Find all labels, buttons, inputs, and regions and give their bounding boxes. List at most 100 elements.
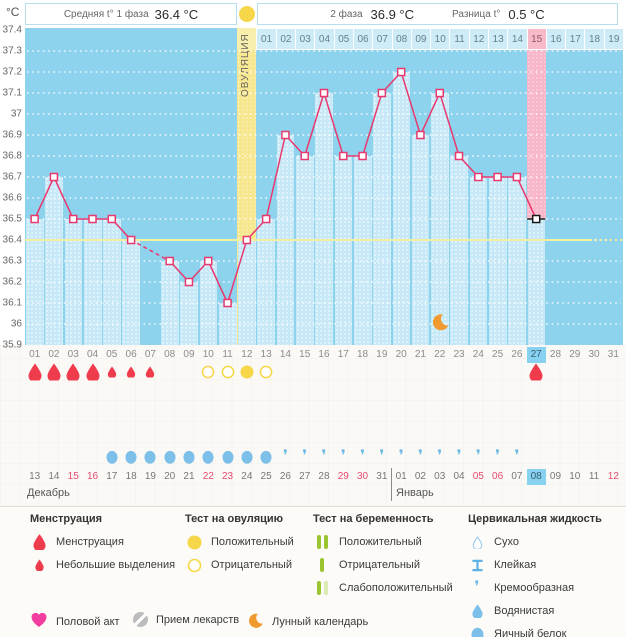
dpo-cell[interactable]: 03 [295, 28, 316, 50]
phase2-stats-box: 2 фаза 36.9 °C Разница t° 0.5 °C [257, 3, 618, 25]
legend-item-pregtest-negative: Отрицательный [313, 557, 453, 573]
dpo-cell[interactable]: 01 [256, 28, 277, 50]
cycle-day-cell[interactable]: 21 [414, 349, 426, 360]
calendar-date-cell[interactable]: 03 [434, 471, 446, 482]
calendar-date-cell[interactable]: 11 [588, 471, 600, 482]
cycle-day-cell[interactable]: 29 [569, 349, 581, 360]
cervical-eggwhite-marker [125, 450, 137, 464]
dpo-cell[interactable]: 02 [275, 28, 297, 50]
cycle-day-cell[interactable]: 17 [337, 349, 349, 360]
calendar-date-cell[interactable]: 31 [376, 471, 388, 482]
dpo-cell[interactable]: 17 [565, 28, 586, 50]
cycle-day-cell[interactable]: 08 [164, 349, 176, 360]
dpo-cell[interactable]: 08 [391, 28, 412, 50]
cycle-day-cell[interactable]: 24 [472, 349, 484, 360]
calendar-date-cell[interactable]: 02 [414, 471, 426, 482]
cycle-day-cell[interactable]: 05 [106, 349, 118, 360]
temperature-bar [180, 282, 198, 345]
calendar-date-cell[interactable]: 21 [183, 471, 195, 482]
calendar-date-cell[interactable]: 18 [125, 471, 137, 482]
diff-label: Разница t° [452, 8, 501, 20]
dpo-cell[interactable]: 15 [526, 28, 547, 50]
cycle-day-cell[interactable]: 26 [511, 349, 523, 360]
dpo-cell[interactable]: 11 [449, 28, 470, 50]
cycle-day-cell[interactable]: 09 [183, 349, 195, 360]
calendar-date-cell[interactable]: 23 [221, 471, 234, 482]
dpo-cell[interactable]: 05 [333, 28, 354, 50]
cycle-day-cell[interactable]: 18 [357, 349, 369, 360]
pregtest-positive-icon [313, 535, 331, 549]
cycle-day-cell[interactable]: 14 [279, 349, 291, 360]
cycle-day-cell[interactable]: 16 [318, 349, 330, 360]
dpo-cell[interactable]: 10 [430, 28, 451, 50]
cycle-day-cell[interactable]: 20 [395, 349, 407, 360]
cycle-day-cell[interactable]: 02 [48, 349, 60, 360]
calendar-date-cell[interactable]: 16 [86, 471, 99, 482]
lunar-moon-icon [248, 612, 264, 632]
cycle-day-cell[interactable]: 19 [376, 349, 388, 360]
calendar-date-cell[interactable]: 15 [67, 471, 79, 482]
cycle-day-cell[interactable]: 11 [222, 349, 233, 360]
calendar-date-cell[interactable]: 10 [569, 471, 581, 482]
legend-item-ovtest-negative: Отрицательный [185, 557, 294, 573]
calendar-date-cell[interactable]: 26 [279, 471, 291, 482]
y-axis-label: 37.3 [2, 45, 22, 57]
cycle-day-cell[interactable]: 22 [434, 349, 446, 360]
calendar-date-cell[interactable]: 29 [337, 471, 349, 482]
calendar-date-cell[interactable]: 12 [607, 471, 619, 482]
calendar-date-cell[interactable]: 14 [48, 471, 60, 482]
dpo-cell[interactable]: 07 [372, 28, 393, 50]
cycle-day-cell[interactable]: 15 [299, 349, 311, 360]
spotting-marker [126, 366, 136, 378]
calendar-date-cell[interactable]: 22 [202, 471, 214, 482]
calendar-date-cell[interactable]: 28 [318, 471, 330, 482]
calendar-date-cell[interactable]: 07 [511, 471, 523, 482]
calendar-date-cell[interactable]: 01 [395, 471, 407, 482]
cycle-day-cell[interactable]: 27 [526, 347, 546, 363]
calendar-date-cell[interactable]: 25 [260, 471, 272, 482]
legend-item-sticky: Клейкая [468, 557, 602, 573]
calendar-date-cell[interactable]: 05 [472, 471, 484, 482]
dry-drop-outline-icon [468, 535, 486, 549]
dpo-cell[interactable]: 09 [410, 28, 432, 50]
dpo-cell[interactable]: 04 [314, 28, 335, 50]
dpo-cell[interactable]: 19 [603, 28, 624, 50]
cycle-day-cell[interactable]: 07 [144, 349, 156, 360]
cycle-day-cell[interactable]: 13 [260, 349, 272, 360]
temperature-bar [103, 219, 121, 345]
dpo-cell[interactable]: 14 [507, 28, 528, 50]
cycle-day-cell[interactable]: 12 [241, 349, 253, 360]
dpo-cell[interactable]: 18 [584, 28, 605, 50]
cycle-day-cell[interactable]: 23 [453, 349, 465, 360]
cycle-day-cell[interactable]: 25 [492, 349, 504, 360]
cycle-day-cell[interactable]: 28 [549, 349, 562, 360]
temperature-bar [431, 93, 449, 345]
calendar-date-cell[interactable]: 19 [144, 471, 156, 482]
legend-item-pregtest-weak: Слабоположительный [313, 580, 453, 596]
cycle-day-cell[interactable]: 03 [67, 349, 79, 360]
dpo-cell[interactable]: 16 [545, 28, 567, 50]
calendar-date-cell[interactable]: 04 [453, 471, 465, 482]
cycle-day-cell[interactable]: 31 [607, 349, 619, 360]
cervical-creamy-marker: ❜ [282, 448, 288, 465]
calendar-date-cell[interactable]: 30 [357, 471, 369, 482]
calendar-date-cell[interactable]: 20 [164, 471, 176, 482]
y-axis-label: 36.2 [2, 276, 22, 288]
calendar-date-cell[interactable]: 13 [29, 471, 41, 482]
phase1-label: Средняя t° 1 фаза [63, 8, 149, 20]
calendar-date-cell[interactable]: 08 [526, 469, 546, 485]
dpo-cell[interactable]: 06 [352, 28, 374, 50]
dpo-cell[interactable]: 13 [487, 28, 509, 50]
calendar-date-cell[interactable]: 06 [492, 471, 504, 482]
cycle-day-cell[interactable]: 30 [588, 349, 600, 360]
cycle-day-cell[interactable]: 10 [202, 349, 214, 360]
temperature-bar [296, 156, 314, 345]
cycle-day-cell[interactable]: 06 [125, 349, 137, 360]
calendar-date-cell[interactable]: 24 [241, 471, 253, 482]
calendar-date-cell[interactable]: 27 [299, 471, 311, 482]
calendar-date-cell[interactable]: 17 [106, 471, 118, 482]
calendar-date-cell[interactable]: 09 [549, 471, 562, 482]
cycle-day-cell[interactable]: 04 [86, 349, 99, 360]
cycle-day-cell[interactable]: 01 [29, 349, 41, 360]
dpo-cell[interactable]: 12 [468, 28, 489, 50]
